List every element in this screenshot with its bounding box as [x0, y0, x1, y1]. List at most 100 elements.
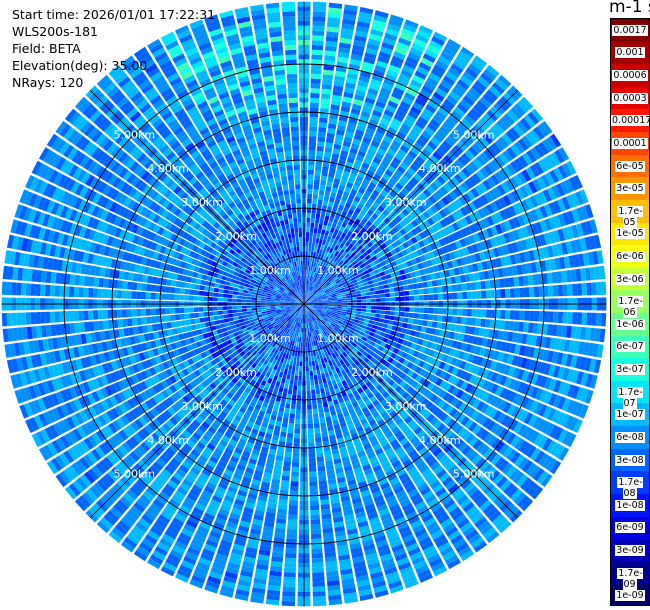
range-gate-cell	[417, 93, 429, 103]
range-gate-cell	[478, 182, 488, 193]
range-gate-cell	[530, 386, 539, 399]
range-gate-cell	[582, 252, 590, 266]
range-gate-cell	[506, 109, 519, 123]
range-gate-cell	[357, 342, 364, 348]
range-gate-cell	[525, 238, 533, 250]
range-gate-cell	[336, 129, 345, 136]
range-gate-cell	[306, 270, 309, 276]
range-gate-cell	[287, 427, 294, 434]
range-gate-cell	[379, 423, 388, 431]
range-gate-cell	[355, 266, 362, 272]
range-gate-cell	[406, 361, 414, 369]
range-gate-cell	[462, 308, 468, 317]
range-gate-cell	[424, 549, 439, 560]
range-gate-cell	[313, 370, 317, 376]
range-gate-cell	[470, 317, 477, 326]
range-gate-cell	[322, 336, 327, 342]
range-gate-cell	[465, 317, 472, 326]
range-gate-cell	[363, 157, 372, 166]
range-gate-cell	[545, 422, 555, 436]
range-gate-cell	[395, 258, 402, 265]
range-gate-cell	[458, 402, 468, 413]
range-gate-cell	[339, 348, 345, 354]
range-gate-cell	[398, 286, 404, 292]
range-gate-cell	[316, 369, 321, 375]
range-gate-cell	[526, 334, 533, 345]
range-gate-cell	[523, 480, 536, 494]
range-gate-cell	[403, 334, 410, 341]
range-gate-cell	[552, 394, 562, 408]
range-gate-cell	[581, 312, 588, 325]
range-gate-cell	[366, 391, 374, 399]
range-gate-cell	[482, 380, 490, 390]
range-gate-cell	[313, 300, 318, 302]
range-gate-cell	[327, 123, 337, 130]
range-gate-cell	[306, 265, 309, 271]
range-gate-cell	[433, 202, 443, 211]
range-gate-cell	[313, 306, 318, 309]
range-gate-cell	[438, 293, 444, 300]
range-gate-cell	[404, 579, 419, 589]
range-gate-cell	[491, 158, 502, 170]
range-gate-cell	[441, 457, 452, 468]
range-gate-cell	[480, 194, 490, 205]
range-gate-cell	[325, 268, 331, 274]
range-gate-cell	[356, 351, 363, 357]
range-gate-cell	[301, 337, 303, 343]
range-gate-cell	[494, 319, 501, 329]
range-gate-cell	[589, 219, 598, 234]
range-gate-cell	[427, 140, 438, 151]
range-gate-cell	[431, 375, 439, 384]
range-gate-cell	[391, 401, 400, 410]
range-gate-cell	[368, 384, 376, 392]
range-gate-cell	[443, 216, 452, 226]
range-gate-cell	[485, 393, 495, 404]
range-gate-cell	[372, 411, 380, 419]
range-gate-cell	[433, 64, 446, 75]
range-gate-cell	[317, 334, 321, 340]
range-gate-cell	[340, 269, 346, 275]
range-gate-cell	[310, 276, 314, 282]
range-gate-cell	[490, 422, 500, 434]
range-gate-cell	[402, 217, 411, 225]
range-gate-cell	[338, 274, 344, 280]
range-gate-cell	[494, 235, 502, 246]
range-gate-cell	[567, 312, 573, 324]
range-gate-cell	[532, 323, 539, 334]
range-gate-cell	[383, 185, 392, 194]
range-gate-cell	[325, 45, 337, 52]
range-gate-cell	[451, 510, 464, 521]
range-gate-cell	[344, 202, 352, 209]
range-gate-cell	[316, 248, 321, 254]
range-gate-cell	[318, 127, 327, 133]
range-gate-cell	[471, 142, 483, 154]
range-gate-cell	[514, 344, 521, 355]
range-gate-cell	[406, 511, 418, 521]
range-gate-cell	[568, 417, 579, 431]
range-gate-cell	[373, 321, 379, 326]
range-gate-cell	[401, 424, 410, 434]
range-gate-cell	[308, 361, 312, 367]
range-gate-cell	[514, 253, 521, 264]
range-gate-cell	[309, 271, 312, 276]
range-gate-cell	[373, 530, 385, 539]
range-gate-cell	[418, 536, 432, 547]
range-gate-cell	[432, 314, 438, 321]
range-gate-cell	[517, 228, 525, 239]
range-gate-cell	[353, 502, 364, 510]
range-gate-cell	[308, 304, 314, 306]
range-gate-cell	[359, 455, 368, 463]
range-gate-cell	[413, 173, 423, 182]
range-gate-cell	[363, 341, 370, 348]
range-gate-cell	[306, 208, 312, 214]
range-gate-cell	[310, 384, 315, 391]
range-gate-cell	[296, 356, 300, 362]
range-gate-cell	[448, 331, 455, 340]
range-gate-cell	[407, 377, 415, 386]
range-gate-cell	[362, 494, 373, 502]
range-gate-cell	[395, 231, 403, 239]
range-gate-cell	[329, 247, 334, 254]
range-gate-cell	[312, 298, 318, 301]
range-gate-cell	[396, 521, 409, 530]
range-gate-cell	[398, 421, 407, 430]
